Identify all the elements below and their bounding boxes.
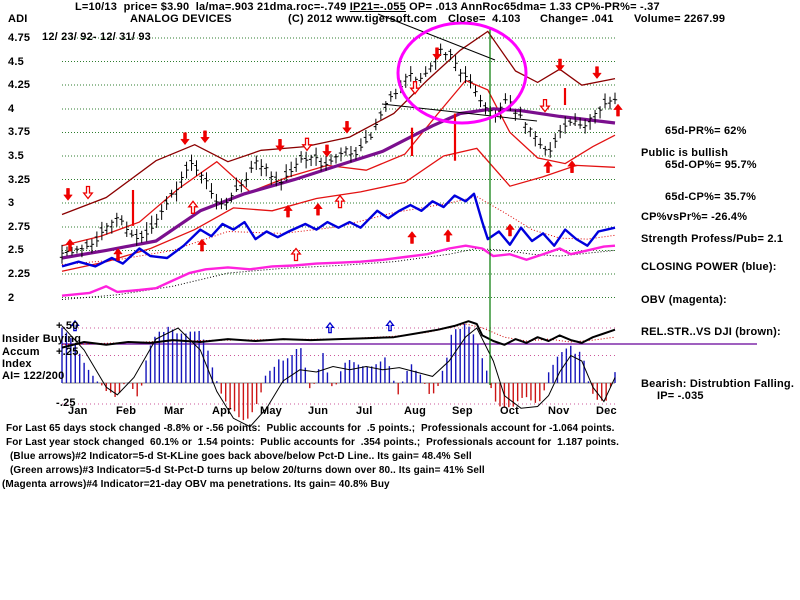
company-name: ANALOG DEVICES bbox=[130, 13, 232, 25]
obv-line bbox=[61, 244, 616, 297]
header-stats-line: L=10/13 price= $3.90 la/ma=.903 21dma.ro… bbox=[75, 1, 660, 13]
x-axis-month-label: Mar bbox=[164, 405, 185, 417]
date-range: 12/ 23/ 92- 12/ 31/ 93 bbox=[42, 31, 151, 43]
x-axis-month-label: May bbox=[260, 405, 282, 417]
label-insider-buying: Insider Buying bbox=[2, 333, 82, 345]
down-arrows bbox=[63, 47, 602, 201]
close-value: Close= 4.103 bbox=[448, 13, 521, 25]
stat-cp-vs-pr: CP%vsPr%= -26.4% bbox=[641, 211, 748, 223]
y-axis-label: 2.25 bbox=[8, 268, 31, 280]
accum-index-ma-line bbox=[61, 325, 616, 428]
y-axis-label: 2.5 bbox=[8, 244, 24, 257]
x-axis-month-label: Nov bbox=[548, 405, 570, 417]
blue-signal-arrows bbox=[70, 319, 395, 334]
y-axis-label: 4 bbox=[8, 102, 15, 115]
stat-bearish-note: Bearish: Distrubtion Falling. bbox=[641, 378, 795, 390]
footer-blue-arrows-legend: (Blue arrows)#2 Indicator=5-d St-KLine g… bbox=[10, 451, 472, 462]
x-axis-month-label: Sep bbox=[452, 405, 473, 417]
legend-closing-power: CLOSING POWER (blue): bbox=[641, 261, 777, 273]
closing-power-line bbox=[61, 192, 616, 268]
lower-band-line bbox=[61, 147, 616, 272]
x-axis-month-label: Jan bbox=[68, 405, 88, 417]
footer-green-arrows-legend: (Green arrows)#3 Indicator=5-d St-Pct-D … bbox=[10, 465, 485, 476]
legend-obv: OBV (magenta): bbox=[641, 294, 727, 306]
label-index: Index bbox=[2, 358, 32, 370]
ticker-symbol: ADI bbox=[8, 13, 28, 25]
footer-year-summary: For Last year stock changed 60.1% or 1.5… bbox=[6, 437, 620, 448]
up-arrows bbox=[65, 103, 623, 262]
x-axis-month-label: Oct bbox=[500, 405, 519, 417]
stat-strength-ratio: Strength Profess/Pub= 2.1 bbox=[641, 233, 784, 245]
x-axis-month-label: Feb bbox=[116, 405, 137, 417]
y-axis-label: 4.5 bbox=[8, 55, 24, 68]
x-axis-month-label: Apr bbox=[212, 405, 232, 417]
label-accum: Accum bbox=[2, 346, 40, 358]
y-axis-label: 3.75 bbox=[8, 126, 31, 139]
sub-gridlines bbox=[62, 327, 615, 405]
y-axis-label: 3.25 bbox=[8, 173, 31, 186]
stat-65d-pr: 65d-PR%= 62% bbox=[665, 125, 747, 137]
footer-65day-summary: For Last 65 days stock changed -8.8% or … bbox=[6, 423, 615, 434]
header-stats-post: OP= .013 AnnRoc65dma= 1.33 CP%-PR%= -.37 bbox=[405, 1, 660, 13]
stat-65d-cp: 65d-CP%= 35.7% bbox=[665, 191, 757, 203]
footer-magenta-arrows-legend: (Magenta arrows)#4 Indicator=21-day OBV … bbox=[2, 479, 390, 490]
y-axis-label: 2.75 bbox=[8, 220, 31, 233]
y-axis-label: 3.5 bbox=[8, 150, 24, 162]
stat-public-state: Public is bullish bbox=[641, 147, 729, 159]
x-axis-month-label: Jul bbox=[356, 405, 373, 417]
header-ip21-value: IP21=-.055 bbox=[349, 1, 406, 13]
upper-band-line bbox=[61, 30, 616, 216]
y-axis-label: 4.75 bbox=[8, 32, 31, 44]
obv-ma-line bbox=[61, 247, 616, 300]
label-plus-25: +.25 bbox=[56, 346, 79, 358]
mid-band-line bbox=[61, 79, 616, 247]
stat-ip-value: IP= -.035 bbox=[657, 390, 704, 402]
change-value: Change= .041 bbox=[540, 13, 614, 25]
x-axis-month-label: Jun bbox=[308, 405, 329, 417]
x-axis-month-label: Aug bbox=[404, 405, 426, 417]
copyright-text: (C) 2012 www.tigersoft.com bbox=[288, 13, 438, 25]
highlight-ellipse bbox=[396, 21, 528, 125]
y-axis-label: 4.25 bbox=[8, 79, 31, 92]
label-plus-50: +.50 bbox=[56, 320, 79, 332]
header-stats-pre: L=10/13 price= $3.90 la/ma=.903 21dma.ro… bbox=[75, 1, 350, 13]
x-axis-month-label: Dec bbox=[596, 405, 617, 417]
purple-ma-line bbox=[61, 107, 616, 260]
stat-65d-op: 65d-OP%= 95.7% bbox=[665, 159, 757, 171]
label-minus-25: -.25 bbox=[56, 397, 76, 409]
volume-value: Volume= 2267.99 bbox=[634, 13, 726, 25]
trendlines bbox=[377, 13, 538, 122]
legend-rel-str: REL.STR..VS DJI (brown): bbox=[641, 326, 781, 338]
label-ai-ratio: AI= 122/200 bbox=[2, 370, 65, 382]
closing-power-ma-line bbox=[61, 196, 616, 266]
rel-str-line bbox=[61, 320, 616, 349]
y-axis-label: 3 bbox=[8, 197, 15, 210]
y-axis-label: 2 bbox=[8, 291, 15, 304]
